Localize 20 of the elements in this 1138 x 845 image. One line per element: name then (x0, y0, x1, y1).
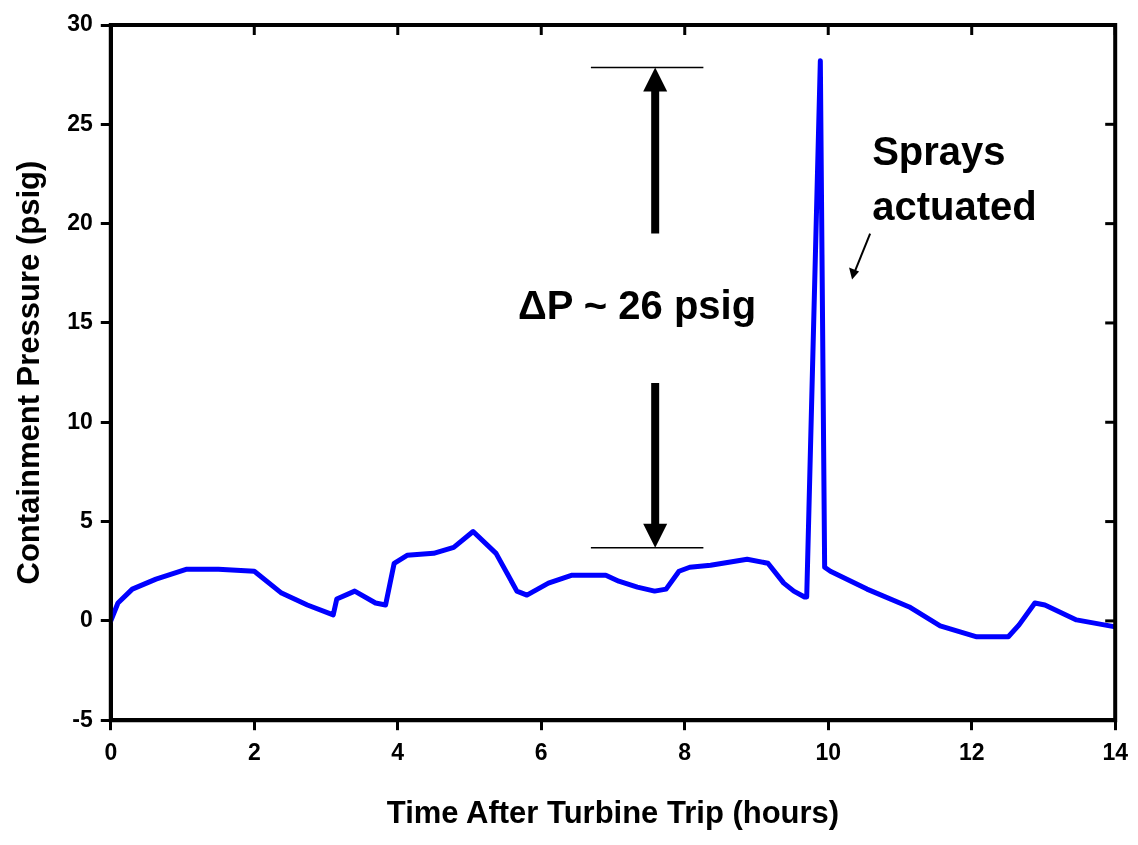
y-tick-label: 20 (67, 208, 93, 235)
y-tick-label: 15 (67, 308, 93, 335)
y-tick-label: 10 (67, 407, 93, 434)
x-tick-label: 12 (958, 739, 985, 766)
x-tick-label: 14 (1102, 739, 1129, 766)
y-axis-title: Containment Pressure (psig) (11, 160, 47, 585)
x-tick-label: 2 (247, 739, 261, 766)
annotation: ΔP ~ 26 psig (518, 282, 757, 327)
x-tick-label: 4 (391, 739, 405, 766)
y-tick-label: -5 (72, 705, 93, 732)
x-tick-label: 10 (815, 739, 842, 766)
y-tick-label: 0 (79, 606, 93, 633)
x-axis-title: Time After Turbine Trip (hours) (386, 794, 840, 830)
x-tick-label: 8 (678, 739, 692, 766)
y-tick-label: 25 (67, 109, 93, 136)
annotation: Sprays actuated (872, 128, 1037, 229)
x-tick-label: 0 (104, 739, 118, 766)
y-tick-label: 5 (79, 506, 93, 533)
y-tick-label: 30 (67, 10, 93, 37)
x-tick-label: 6 (534, 739, 548, 766)
